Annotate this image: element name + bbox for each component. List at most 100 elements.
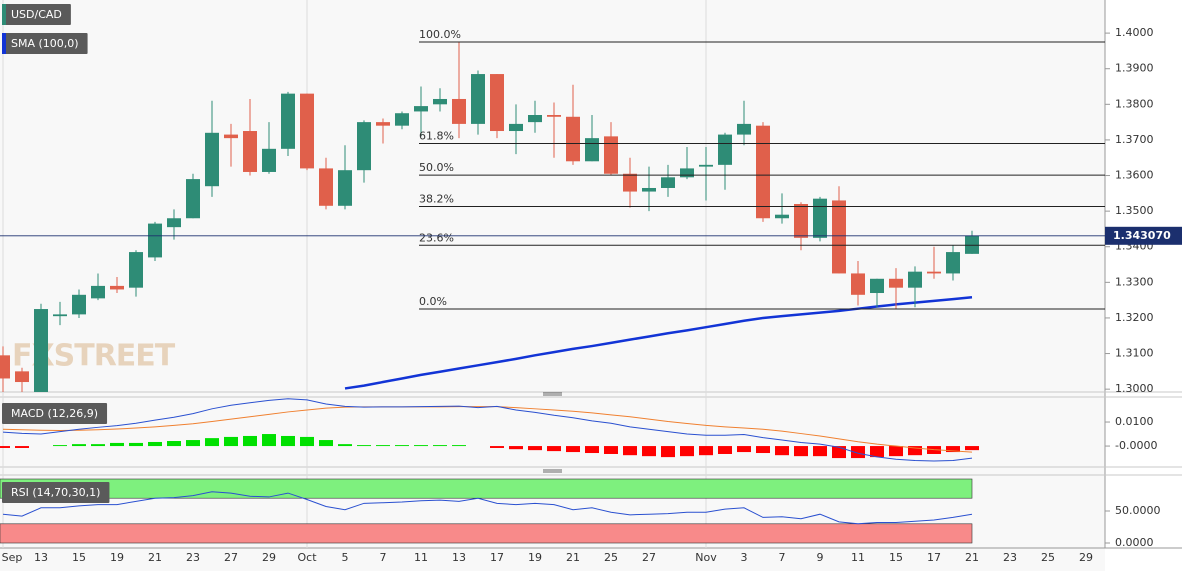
x-tick-label: 27 [642, 551, 656, 564]
candle-body [699, 164, 713, 167]
x-tick-label: 29 [262, 551, 276, 564]
candle-body [148, 223, 162, 258]
candle-body [642, 187, 656, 192]
candle-body [53, 314, 67, 317]
label-background [2, 4, 71, 25]
y-tick-label: 1.3000 [1115, 382, 1154, 395]
candle-body [300, 93, 314, 169]
x-tick-label: Oct [297, 551, 317, 564]
candle-body [756, 125, 770, 219]
histogram-bar [281, 435, 295, 447]
histogram-bar [167, 441, 181, 447]
candle-body [604, 136, 618, 174]
histogram-bar [0, 446, 10, 448]
histogram-bar [319, 440, 333, 447]
histogram-bar [946, 446, 960, 453]
candle-body [205, 132, 219, 187]
fib-label: 38.2% [419, 193, 454, 206]
y-tick-label: 1.3300 [1115, 275, 1154, 288]
histogram-bar [490, 446, 504, 448]
candle-body [72, 294, 86, 315]
candle-body [566, 116, 580, 162]
histogram-bar [129, 442, 143, 447]
label-box: RSI (14,70,30,1) [2, 482, 110, 503]
histogram-bar [528, 446, 542, 451]
candle-body [433, 98, 447, 105]
candle-body [585, 138, 599, 162]
candle-body [186, 179, 200, 219]
fib-label: 100.0% [419, 28, 461, 41]
x-tick-label: 19 [528, 551, 542, 564]
x-tick-label: 7 [380, 551, 387, 564]
y-tick-label: 1.3600 [1115, 169, 1154, 182]
macd-line [2, 398, 973, 462]
histogram-bar [680, 446, 694, 457]
candle-body [34, 309, 48, 392]
x-tick-label: 7 [779, 551, 786, 564]
histogram-bar [699, 446, 713, 456]
candle-body [395, 113, 409, 126]
histogram-bar [148, 441, 162, 447]
candle-body [452, 98, 466, 124]
histogram-bar [775, 446, 789, 456]
fib-label: 50.0% [419, 161, 454, 174]
x-tick-label: 13 [34, 551, 48, 564]
candle-body [775, 214, 789, 219]
histogram-bar [72, 444, 86, 447]
candle-body [528, 115, 542, 123]
histogram-bar [395, 445, 409, 447]
candle-body [167, 218, 181, 228]
label-background [2, 482, 110, 503]
x-tick-label: 25 [604, 551, 618, 564]
histogram-bar [870, 446, 884, 458]
candle-body [129, 252, 143, 288]
histogram-bar [889, 446, 903, 457]
histogram-bar [661, 446, 675, 458]
x-tick-label: 9 [817, 551, 824, 564]
y-tick-label: 50.0000 [1115, 504, 1161, 517]
rsi-line [2, 491, 973, 525]
histogram-bar [585, 446, 599, 454]
x-tick-label: Nov [695, 551, 717, 564]
histogram-bar [642, 446, 656, 457]
histogram-bar [205, 438, 219, 447]
candle-body [661, 177, 675, 188]
candle-body [243, 131, 257, 172]
panel-grip[interactable] [543, 392, 562, 473]
candle-body [870, 278, 884, 294]
x-tick-label: Sep [2, 551, 23, 564]
y-tick-label: 0.0100 [1115, 415, 1154, 428]
x-tick-label: 29 [1079, 551, 1093, 564]
x-tick-label: 23 [186, 551, 200, 564]
histogram-bar [813, 446, 827, 457]
y-tick-label: 1.4000 [1115, 26, 1154, 39]
candle-body [965, 235, 979, 254]
candle-body [490, 74, 504, 132]
x-tick-label: 15 [72, 551, 86, 564]
y-tick-label: 1.3500 [1115, 204, 1154, 217]
x-tick-label: 21 [148, 551, 162, 564]
label-background [2, 403, 108, 424]
candle-body [357, 122, 371, 171]
candle-body [338, 170, 352, 206]
candle-body [680, 168, 694, 178]
histogram-bar [53, 445, 67, 447]
candle-body [15, 371, 29, 383]
x-tick-label: 25 [1041, 551, 1055, 564]
x-tick-label: 21 [965, 551, 979, 564]
histogram-bar [851, 446, 865, 459]
x-tick-label: 21 [566, 551, 580, 564]
histogram-bar [414, 445, 428, 447]
histogram-bar [262, 434, 276, 447]
x-tick-label: 23 [1003, 551, 1017, 564]
panel-label: RSI (14,70,30,1) [11, 486, 100, 499]
candle-body [851, 273, 865, 295]
label-stripe [2, 4, 6, 25]
histogram-bar [794, 446, 808, 457]
candle-body [281, 93, 295, 149]
candle-body [946, 252, 960, 274]
axis-background [1105, 0, 1182, 571]
label-box: MACD (12,26,9) [2, 403, 108, 424]
label-box: SMA (100,0) [2, 33, 88, 54]
